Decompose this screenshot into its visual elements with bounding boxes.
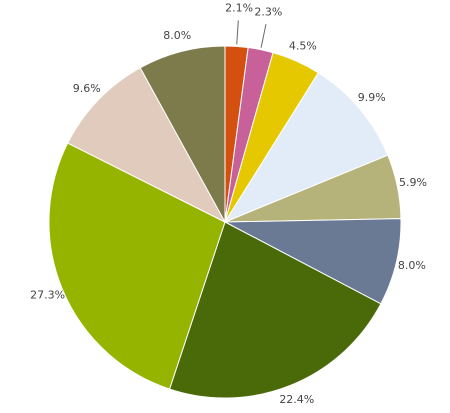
pie-slice xyxy=(224,218,402,305)
value-label: 8.0% xyxy=(163,29,191,42)
pie-slice xyxy=(139,45,226,223)
value-label: 5.9% xyxy=(399,176,427,189)
value-label: 9.9% xyxy=(358,91,386,104)
leader-line xyxy=(260,24,267,48)
value-label: 27.3% xyxy=(30,288,65,301)
value-label: 2.1% xyxy=(225,1,253,14)
pie-slice xyxy=(67,67,227,224)
value-label: 2.3% xyxy=(254,5,282,18)
pie-slice xyxy=(48,142,226,390)
value-label: 4.5% xyxy=(289,40,317,53)
value-label: 9.6% xyxy=(73,82,101,95)
value-label: 8.0% xyxy=(398,259,426,272)
pie-slice xyxy=(223,72,389,224)
leader-line xyxy=(236,20,239,45)
value-label: 22.4% xyxy=(279,393,314,406)
pie-slice xyxy=(168,221,382,399)
